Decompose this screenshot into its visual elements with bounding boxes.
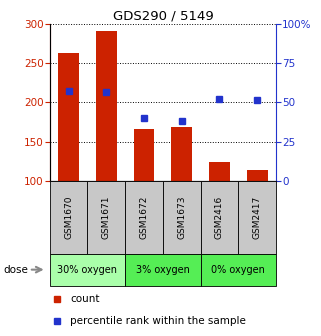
Text: dose: dose bbox=[3, 265, 28, 275]
Bar bbox=[209, 163, 230, 181]
Text: GSM1670: GSM1670 bbox=[64, 196, 73, 239]
Text: 30% oxygen: 30% oxygen bbox=[57, 265, 117, 275]
Title: GDS290 / 5149: GDS290 / 5149 bbox=[113, 9, 213, 23]
Bar bbox=[125, 181, 163, 254]
Bar bbox=[247, 170, 268, 181]
Bar bbox=[50, 254, 125, 286]
Text: 0% oxygen: 0% oxygen bbox=[212, 265, 265, 275]
Text: GSM1672: GSM1672 bbox=[140, 196, 149, 239]
Bar bbox=[96, 31, 117, 181]
Bar bbox=[50, 181, 87, 254]
Bar bbox=[58, 53, 79, 181]
Bar bbox=[125, 254, 201, 286]
Text: GSM1671: GSM1671 bbox=[102, 196, 111, 239]
Text: GSM1673: GSM1673 bbox=[177, 196, 186, 239]
Text: percentile rank within the sample: percentile rank within the sample bbox=[70, 316, 246, 326]
Text: 3% oxygen: 3% oxygen bbox=[136, 265, 190, 275]
Bar bbox=[171, 127, 192, 181]
Bar bbox=[238, 181, 276, 254]
Bar bbox=[163, 181, 201, 254]
Bar bbox=[134, 129, 154, 181]
Text: GSM2417: GSM2417 bbox=[253, 196, 262, 239]
Bar bbox=[201, 181, 238, 254]
Bar bbox=[201, 254, 276, 286]
Text: GSM2416: GSM2416 bbox=[215, 196, 224, 239]
Bar bbox=[87, 181, 125, 254]
Text: count: count bbox=[70, 294, 100, 304]
